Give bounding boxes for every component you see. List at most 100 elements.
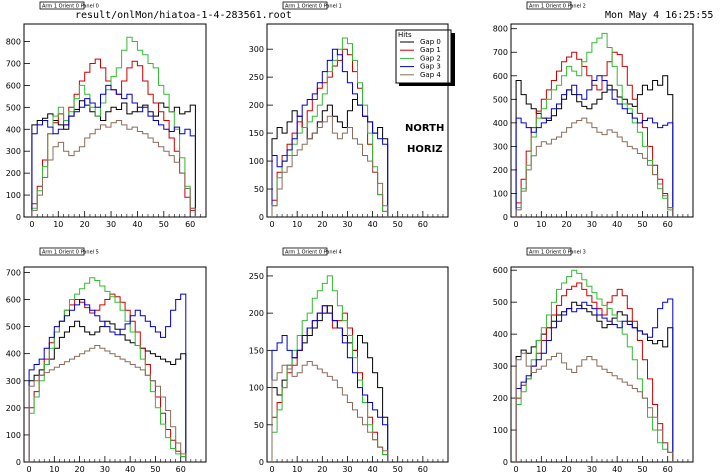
x-tick-label: 0 — [514, 220, 519, 229]
series-gap-3-line — [515, 75, 674, 217]
panel-title-box — [526, 1, 572, 10]
series-gap-0-line — [31, 100, 196, 217]
x-tick-label: 50 — [150, 465, 160, 474]
y-tick-label: 300 — [493, 362, 508, 371]
y-tick-label: 500 — [493, 298, 508, 307]
panel-title-box — [39, 247, 85, 256]
y-tick-label: 100 — [493, 189, 508, 198]
series-gap-4-line — [31, 120, 196, 217]
y-tick-label: 50 — [254, 185, 264, 194]
x-tick-label: 50 — [637, 465, 647, 474]
y-tick-label: 600 — [493, 72, 508, 81]
panel-0: Arm 1 Orient 0 Panel 0 0 10 20 30 40 50 60 100 20… — [6, 1, 207, 229]
panel-title-box — [282, 1, 328, 10]
y-tick-label: 500 — [6, 103, 21, 112]
y-tick-label: 600 — [6, 296, 21, 305]
legend-shadow-bottom — [399, 83, 455, 86]
timestamp-header: Mon May 4 16:25:55 2009 — [605, 10, 720, 21]
panel-title: Arm 1 Orient 0 Panel 0 — [42, 4, 99, 10]
y-tick-label: 150 — [249, 129, 264, 138]
y-tick-label: 600 — [6, 81, 21, 90]
x-tick-label: 30 — [342, 465, 352, 474]
y-tick-label-zero: 0 — [259, 458, 264, 467]
x-tick-label: 50 — [159, 220, 169, 229]
x-tick-label: 0 — [29, 220, 34, 229]
series-gap-2-line — [271, 275, 389, 462]
panel-title: Arm 1 Orient 0 Panel 3 — [529, 250, 586, 256]
series-gap-2-line — [515, 32, 674, 217]
y-tick-label: 100 — [6, 191, 21, 200]
y-tick-label: 700 — [6, 59, 21, 68]
y-tick-label: 50 — [254, 421, 264, 430]
panel-5: Arm 1 Orient 0 Panel 5 0 10 20 30 40 50 60 100 20… — [6, 247, 207, 474]
x-tick-label: 10 — [536, 220, 546, 229]
panel-4: Arm 1 Orient 0 Panel 4 0 10 20 30 40 50 60 50 100… — [249, 247, 449, 474]
y-tick-label: 100 — [493, 426, 508, 435]
x-tick-label: 20 — [317, 220, 327, 229]
y-tick-label: 150 — [249, 346, 264, 355]
x-tick-label: 20 — [80, 220, 90, 229]
y-tick-label-zero: 0 — [503, 458, 508, 467]
legend-label-gap-4: Gap 4 — [420, 71, 441, 79]
y-tick-label: 400 — [493, 330, 508, 339]
x-tick-label: 20 — [562, 465, 572, 474]
legend-frame — [395, 29, 452, 84]
series-gap-0-line — [28, 320, 187, 462]
x-tick-label: 0 — [27, 465, 32, 474]
series-gap-4-line — [271, 361, 389, 462]
panel-1: Arm 1 Orient 0 Panel 1 0 10 20 30 40 50 60 50 100… — [249, 1, 449, 229]
legend-label-gap-1: Gap 1 — [420, 46, 441, 54]
y-tick-label: 300 — [249, 45, 264, 54]
y-tick-label: 250 — [249, 73, 264, 82]
x-tick-label: 30 — [587, 220, 597, 229]
x-tick-label: 60 — [185, 220, 195, 229]
x-tick-label: 10 — [49, 465, 59, 474]
x-tick-label: 40 — [367, 220, 377, 229]
x-tick-label: 60 — [418, 465, 428, 474]
x-tick-label: 60 — [663, 465, 673, 474]
x-tick-label: 50 — [393, 220, 403, 229]
y-tick-label: 200 — [6, 404, 21, 413]
series-gap-1-line — [271, 48, 389, 217]
y-tick-label: 100 — [249, 157, 264, 166]
y-tick-label-zero: 0 — [16, 213, 21, 222]
x-tick-label: 60 — [663, 220, 673, 229]
x-tick-label: 40 — [612, 465, 622, 474]
series-gap-3-line — [31, 84, 196, 217]
y-tick-label: 800 — [493, 25, 508, 34]
y-tick-label: 600 — [493, 266, 508, 275]
y-tick-label: 200 — [249, 101, 264, 110]
series-gap-1-line — [28, 293, 187, 462]
series-gap-0-line — [271, 305, 389, 462]
series-gap-2-line — [515, 269, 674, 462]
annotation-north: NORTH — [405, 123, 444, 134]
x-tick-label: 50 — [393, 465, 403, 474]
plot-frame — [23, 23, 207, 218]
series-gap-4-line — [28, 345, 187, 462]
series-gap-2-line — [271, 37, 389, 217]
plot-frame — [510, 266, 694, 463]
series-gap-4-line — [515, 117, 674, 217]
legend-shadow-right — [451, 33, 455, 86]
panel-3: Arm 1 Orient 0 Panel 3 0 10 20 30 40 50 60 100 20… — [493, 247, 694, 474]
x-tick-label: 0 — [269, 465, 274, 474]
series-gap-1-line — [515, 282, 674, 462]
y-tick-label: 500 — [6, 323, 21, 332]
x-tick-label: 50 — [637, 220, 647, 229]
legend-label-gap-3: Gap 3 — [420, 63, 441, 71]
series-gap-3-line — [28, 293, 187, 462]
x-tick-label: 20 — [75, 465, 85, 474]
series-gap-3-line — [515, 298, 674, 462]
plot-frame — [510, 23, 694, 218]
y-tick-label: 400 — [493, 119, 508, 128]
x-tick-label: 0 — [269, 220, 274, 229]
y-tick-label: 300 — [6, 377, 21, 386]
y-tick-label: 300 — [493, 142, 508, 151]
y-tick-label: 100 — [6, 431, 21, 440]
y-tick-label: 250 — [249, 272, 264, 281]
series-gap-1-line — [31, 58, 196, 217]
panel-title-box — [282, 247, 328, 256]
panel-title: Arm 1 Orient 0 Panel 5 — [42, 250, 99, 256]
panel-title: Arm 1 Orient 0 Panel 1 — [285, 4, 342, 10]
series-gap-4-line — [515, 352, 674, 462]
